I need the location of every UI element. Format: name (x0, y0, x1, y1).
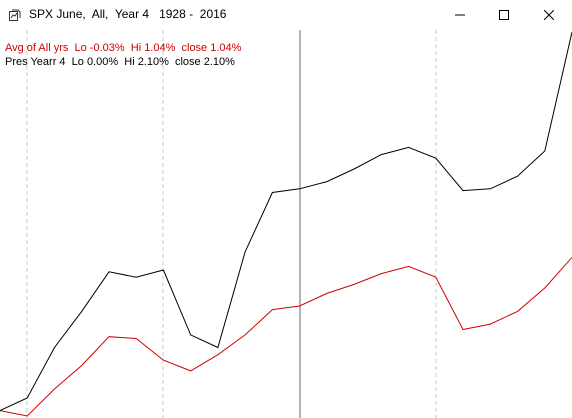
title-bar: SPX June, All, Year 4 1928 - 2016 (0, 0, 572, 30)
chart-grid (26, 30, 437, 418)
close-icon (544, 10, 554, 20)
chart-app-icon (9, 9, 21, 21)
series-line-2 (0, 31, 572, 412)
legend-avg-all-years: Avg of All yrs Lo -0.03% Hi 1.04% close … (5, 42, 242, 54)
minimize-icon (455, 14, 465, 16)
series-line-1 (0, 257, 572, 417)
minimize-button[interactable] (437, 0, 483, 30)
maximize-button[interactable] (481, 0, 527, 30)
chart-series (0, 31, 572, 417)
maximize-icon (499, 10, 509, 20)
legend-pres-year-4: Pres Yearr 4 Lo 0.00% Hi 2.10% close 2.1… (5, 56, 235, 68)
window-title: SPX June, All, Year 4 1928 - 2016 (29, 7, 227, 21)
close-button[interactable] (526, 0, 572, 30)
seasonal-chart (0, 30, 572, 418)
